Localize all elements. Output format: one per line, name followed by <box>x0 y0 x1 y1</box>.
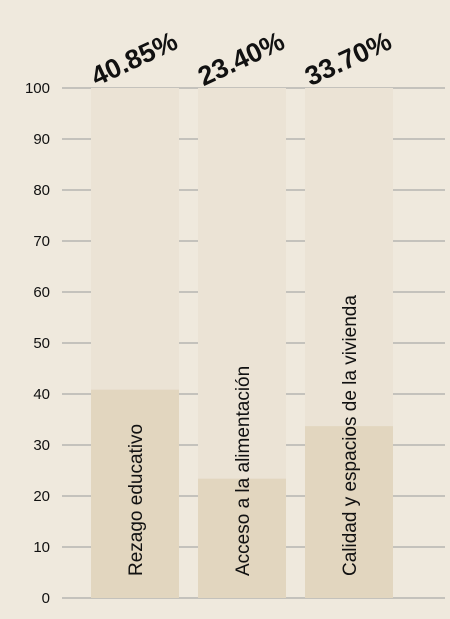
y-tick-label: 20 <box>33 488 50 505</box>
y-axis-ticks: 0 10 20 30 40 50 60 70 80 90 100 <box>25 80 50 607</box>
bar-2 <box>198 478 286 598</box>
y-tick-label: 60 <box>33 284 50 301</box>
y-tick-label: 50 <box>33 335 50 352</box>
y-tick-label: 30 <box>33 437 50 454</box>
category-label: Acceso a la alimentación <box>233 366 254 576</box>
value-label: 40.85% <box>86 26 182 92</box>
y-tick-label: 0 <box>42 590 50 607</box>
y-tick-label: 90 <box>33 131 50 148</box>
category-label: Calidad y espacios de la vivienda <box>340 295 361 576</box>
y-tick-label: 40 <box>33 386 50 403</box>
y-tick-label: 70 <box>33 233 50 250</box>
bar-1 <box>91 389 179 598</box>
y-tick-label: 80 <box>33 182 50 199</box>
value-label: 23.40% <box>193 26 289 92</box>
value-label: 33.70% <box>300 26 396 92</box>
y-tick-label: 100 <box>25 80 50 97</box>
bars <box>91 88 393 598</box>
y-tick-label: 10 <box>33 539 50 556</box>
bar-3 <box>305 426 393 598</box>
category-label: Rezago educativo <box>126 424 147 576</box>
